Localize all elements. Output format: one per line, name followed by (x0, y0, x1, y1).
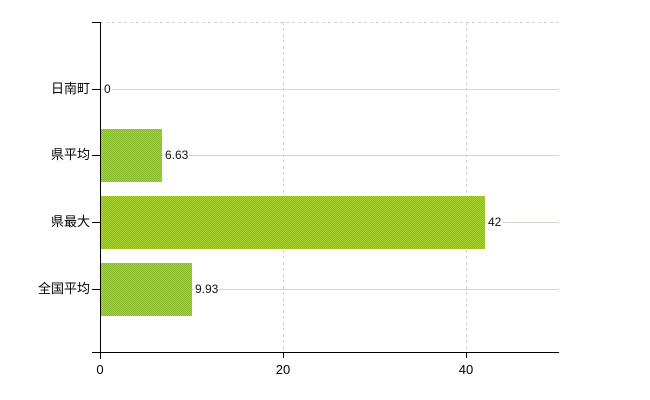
category-label: 日南町 (50, 81, 90, 96)
bar (101, 263, 192, 316)
plot-top-border (100, 22, 559, 23)
bar (101, 196, 485, 249)
bar (101, 129, 162, 182)
category-label: 県最大 (50, 214, 90, 229)
y-tick-mark (92, 222, 100, 223)
category-label: 県平均 (50, 147, 90, 162)
horizontal-gridline (100, 289, 559, 290)
category-label: 全国平均 (37, 281, 90, 296)
x-axis-line (92, 352, 559, 353)
x-tick-mark (283, 352, 284, 358)
bar-value-label: 42 (487, 215, 503, 229)
bar-value-label: 0 (103, 82, 112, 96)
vertical-gridline (283, 22, 284, 352)
y-tick-mark (92, 89, 100, 90)
x-tick-label: 20 (275, 362, 291, 377)
vertical-gridline (466, 22, 467, 352)
y-axis-line (100, 22, 101, 359)
horizontal-gridline (100, 89, 559, 90)
bar-value-label: 9.93 (194, 282, 220, 296)
horizontal-gridline (100, 155, 559, 156)
x-tick-label: 0 (96, 362, 104, 377)
bar-value-label: 6.63 (164, 148, 190, 162)
x-tick-mark (466, 352, 467, 358)
x-tick-label: 40 (458, 362, 474, 377)
y-tick-mark (92, 289, 100, 290)
y-tick-mark (92, 155, 100, 156)
y-axis-top-tick (92, 22, 100, 23)
